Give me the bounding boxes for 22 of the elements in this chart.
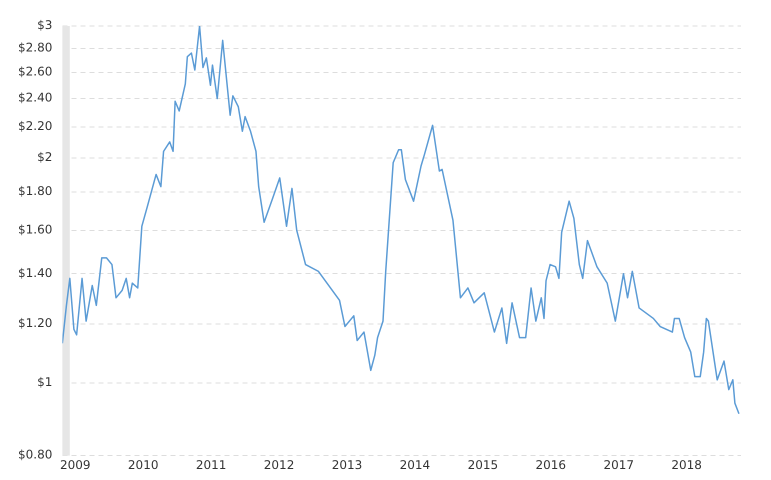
y-tick-label: $1.20 [18,316,52,330]
y-tick-label: $1.80 [18,184,52,198]
y-tick-label: $2 [37,150,52,164]
y-tick-label: $1.60 [18,222,52,236]
x-tick-label: 2010 [128,458,158,472]
y-tick-label: $1.40 [18,266,52,280]
x-tick-label: 2015 [468,458,498,472]
y-tick-label: $2.20 [18,118,52,133]
y-tick-label: $2.60 [18,64,52,79]
x-tick-label: 2016 [536,458,566,472]
x-tick-label: 2018 [671,458,702,472]
y-tick-label: $2.40 [18,90,52,105]
x-tick-label: 2013 [332,458,362,472]
x-tick-label: 2014 [400,458,430,472]
y-tick-label: $1 [37,375,52,390]
x-tick-label: 2011 [196,458,226,472]
x-tick-label: 2017 [603,458,634,472]
y-tick-label: $3 [37,18,52,32]
x-tick-label: 2009 [60,458,91,472]
y-tick-label: $2.80 [18,40,52,55]
x-tick-label: 2012 [264,458,294,472]
y-tick-label: $0.80 [18,448,52,462]
